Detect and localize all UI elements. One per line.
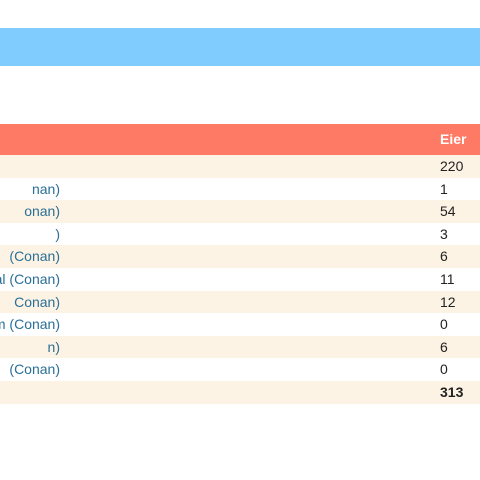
table-row: nan) 1 bbox=[0, 177, 480, 201]
row-value: 11 bbox=[440, 270, 455, 287]
row-name-link[interactable]: Conan) bbox=[14, 293, 60, 310]
row-name-link[interactable]: om (Conan) bbox=[0, 316, 60, 333]
row-name-link[interactable]: (Conan) bbox=[9, 361, 60, 378]
row-value: 6 bbox=[440, 338, 448, 355]
row-value: 0 bbox=[440, 316, 448, 333]
row-name-link[interactable]: nan) bbox=[31, 180, 60, 197]
row-value: 12 bbox=[440, 293, 456, 310]
table-header: Eier bbox=[0, 124, 480, 155]
table-row: Conan) 12 bbox=[0, 290, 480, 314]
table-row: (Conan) 6 bbox=[0, 245, 480, 268]
data-table: Eier 220 nan) 1 onan) 54 ) 3 (Conan) 6 a… bbox=[0, 124, 480, 404]
row-name-link[interactable]: al (Conan) bbox=[0, 270, 60, 287]
table-row: n) 6 bbox=[0, 335, 480, 359]
total-value: 313 bbox=[440, 383, 464, 400]
row-name-link[interactable]: (Conan) bbox=[9, 248, 60, 265]
table-row: al (Conan) 11 bbox=[0, 267, 480, 291]
row-value: 1 bbox=[440, 180, 448, 197]
row-name-link[interactable]: onan) bbox=[24, 203, 60, 220]
row-value: 0 bbox=[440, 361, 448, 378]
row-value: 220 bbox=[440, 158, 464, 174]
table-total-row: 313 bbox=[0, 380, 480, 404]
table-row: om (Conan) 0 bbox=[0, 313, 480, 336]
table-row: onan) 54 bbox=[0, 200, 480, 223]
row-value: 54 bbox=[440, 203, 456, 220]
row-value: 6 bbox=[440, 248, 448, 265]
column-header-eier: Eier bbox=[440, 131, 467, 147]
top-banner bbox=[0, 28, 480, 66]
table-row: 220 bbox=[0, 155, 480, 178]
table-row: (Conan) 0 bbox=[0, 358, 480, 381]
table-row: ) 3 bbox=[0, 222, 480, 246]
row-value: 3 bbox=[440, 225, 448, 242]
row-name-link[interactable]: ) bbox=[55, 225, 60, 242]
row-name-link[interactable]: n) bbox=[47, 338, 60, 355]
